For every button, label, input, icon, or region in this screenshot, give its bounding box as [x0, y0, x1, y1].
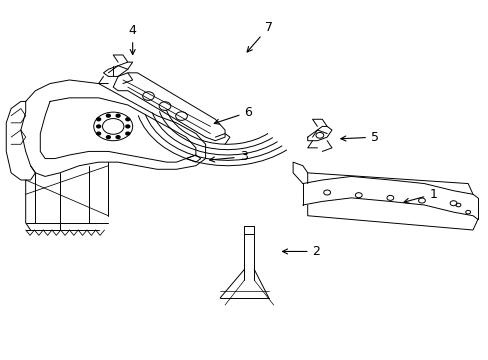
Circle shape: [106, 114, 110, 117]
Circle shape: [116, 114, 120, 117]
Circle shape: [125, 132, 129, 135]
Text: 3: 3: [209, 150, 247, 163]
Text: 4: 4: [128, 24, 136, 54]
Text: 1: 1: [403, 188, 436, 203]
Text: 7: 7: [246, 21, 272, 52]
Circle shape: [116, 136, 120, 139]
Circle shape: [125, 125, 129, 128]
Text: 5: 5: [340, 131, 378, 144]
Text: 2: 2: [282, 245, 320, 258]
Circle shape: [106, 136, 110, 139]
Circle shape: [97, 132, 101, 135]
Circle shape: [97, 118, 101, 121]
Circle shape: [97, 125, 101, 128]
Text: 6: 6: [214, 105, 252, 124]
Circle shape: [125, 118, 129, 121]
